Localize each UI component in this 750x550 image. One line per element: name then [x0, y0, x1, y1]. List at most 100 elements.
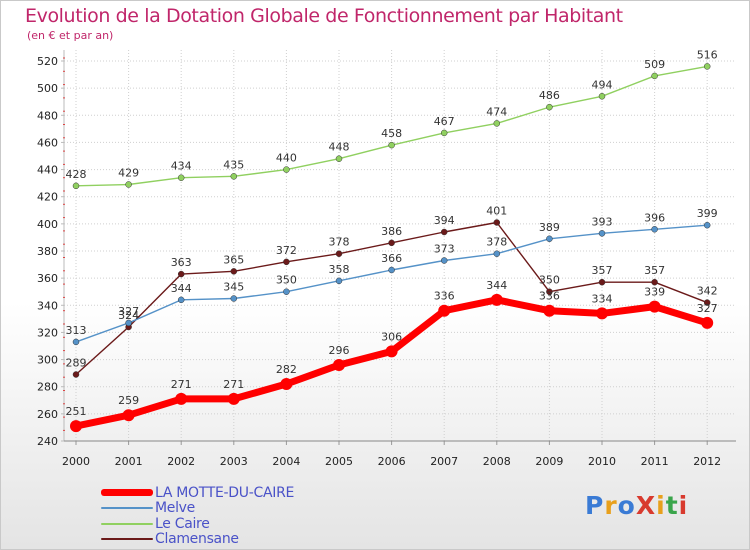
data-point [388, 266, 395, 274]
data-point [648, 300, 661, 313]
data-label: 366 [381, 252, 402, 265]
data-point [283, 166, 290, 173]
logo-letter: i [656, 491, 666, 520]
data-label: 327 [697, 302, 718, 315]
data-point [230, 173, 238, 180]
data-label: 327 [118, 305, 139, 318]
data-label: 251 [66, 405, 87, 418]
data-point [385, 345, 398, 358]
x-tick-label: 2011 [641, 455, 669, 468]
y-tick-label: 320 [37, 326, 58, 339]
data-label: 393 [592, 215, 613, 228]
data-point [490, 293, 503, 306]
data-point [598, 230, 606, 237]
data-label: 345 [223, 281, 244, 294]
data-labels: 289 324 363 365 372 378 386 394 401 350 357 357 342 4… [66, 48, 718, 418]
data-point [546, 288, 553, 295]
legend-item: Melve [101, 500, 294, 517]
data-point [493, 250, 501, 257]
legend-item: LA MOTTE-DU-CAIRE [101, 485, 294, 501]
x-tick-label: 2012 [693, 455, 721, 468]
data-label: 344 [171, 282, 192, 295]
y-tick-label: 300 [37, 354, 58, 367]
legend-swatch [101, 538, 153, 541]
data-point [280, 378, 293, 390]
x-tick-label: 2003 [220, 455, 248, 468]
data-label: 350 [539, 274, 560, 287]
x-tick-label: 2001 [115, 455, 143, 468]
x-tick-label: 2006 [378, 455, 406, 468]
data-label: 394 [434, 214, 455, 227]
data-label: 336 [539, 290, 560, 303]
y-tick-label: 260 [37, 408, 58, 421]
data-point [72, 338, 80, 346]
y-tick-label: 380 [37, 245, 58, 258]
data-label: 344 [486, 279, 507, 292]
data-point [335, 155, 343, 162]
data-point [227, 392, 240, 405]
data-label: 448 [329, 141, 350, 154]
data-label: 440 [276, 152, 297, 165]
data-point [177, 296, 185, 304]
data-point [72, 182, 80, 190]
data-point [598, 93, 606, 100]
data-label: 306 [381, 330, 402, 343]
data-label: 282 [276, 363, 297, 376]
legend-swatch [101, 489, 153, 497]
data-point [230, 268, 238, 275]
data-label: 494 [592, 78, 613, 91]
data-point [598, 278, 606, 286]
data-label: 271 [171, 378, 192, 391]
data-point [230, 295, 238, 302]
data-point [651, 226, 658, 233]
data-label: 358 [329, 263, 350, 276]
data-point [72, 371, 80, 378]
data-point [335, 250, 343, 257]
data-label: 434 [171, 160, 192, 173]
logo-letter: i [678, 491, 689, 520]
y-tick-label: 280 [37, 381, 58, 394]
x-tick-label: 2005 [325, 455, 353, 468]
y-tick-label: 240 [37, 435, 58, 448]
data-label: 313 [66, 324, 87, 337]
data-point [703, 221, 711, 229]
data-point [493, 219, 501, 226]
data-label: 399 [697, 207, 718, 220]
data-point [546, 235, 553, 243]
legend-swatch [101, 507, 153, 510]
data-label: 334 [592, 292, 613, 305]
proxiti-logo: ProXiti [585, 491, 688, 520]
y-tick-label: 360 [37, 272, 58, 285]
legend-label: Le Caire [155, 515, 210, 532]
data-point [388, 141, 395, 149]
legend: LA MOTTE-DU-CAIRE Melve Le Caire Clamensane [101, 485, 294, 547]
data-label: 516 [697, 48, 718, 61]
axes: 240 260 280 300 320 340 360 380 400 420 440 460 480 5… [37, 50, 736, 468]
data-point [333, 359, 345, 371]
legend-label: Melve [155, 500, 195, 517]
x-tick-label: 2000 [62, 455, 90, 468]
data-label: 401 [486, 205, 507, 218]
data-point [177, 270, 185, 278]
data-label: 372 [276, 244, 297, 257]
y-tick-label: 420 [37, 191, 58, 204]
data-point [283, 288, 290, 295]
logo-letter: r [604, 491, 618, 520]
data-label: 509 [644, 58, 665, 71]
legend-label: LA MOTTE-DU-CAIRE [155, 484, 295, 501]
data-point [175, 392, 188, 405]
data-label: 458 [381, 127, 402, 140]
data-point [493, 120, 501, 127]
y-tick-label: 460 [37, 136, 58, 149]
data-point [546, 103, 553, 111]
data-label: 429 [118, 167, 139, 180]
data-label: 289 [66, 357, 87, 370]
data-label: 467 [434, 115, 455, 128]
data-point [651, 278, 658, 286]
logo-letter: t [665, 491, 679, 520]
data-label: 357 [592, 264, 613, 277]
data-label: 296 [329, 344, 350, 357]
data-label: 396 [644, 211, 665, 224]
